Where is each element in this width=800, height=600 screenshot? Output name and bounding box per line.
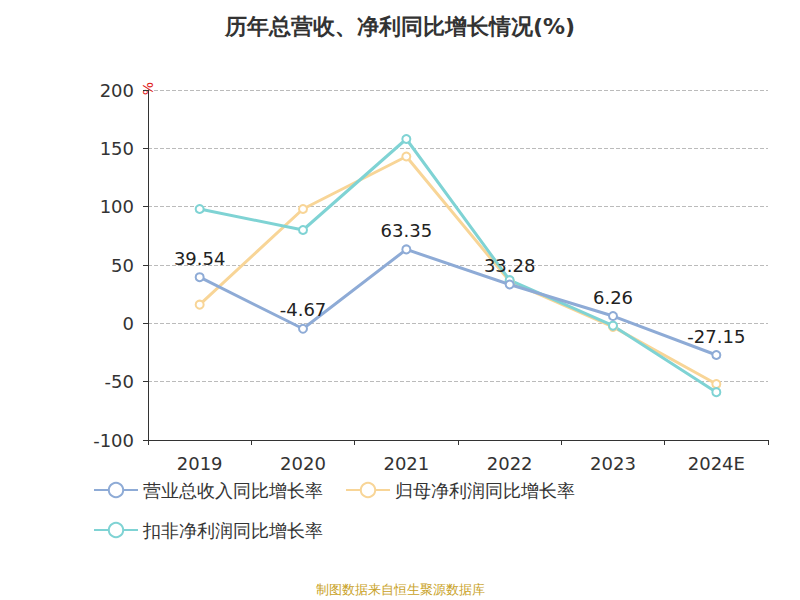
svg-text:-4.67: -4.67 (280, 299, 327, 320)
svg-text:100: 100 (100, 196, 134, 217)
svg-text:-50: -50 (105, 371, 134, 392)
svg-text:2022: 2022 (487, 453, 533, 474)
svg-text:2020: 2020 (280, 453, 326, 474)
svg-text:-100: -100 (93, 430, 134, 451)
svg-text:历年总营收、净利同比增长情况(%): 历年总营收、净利同比增长情况(%) (224, 14, 575, 39)
svg-text:2021: 2021 (383, 453, 429, 474)
svg-text:50: 50 (111, 255, 134, 276)
svg-text:200: 200 (100, 80, 134, 101)
svg-text:2024E: 2024E (688, 453, 745, 474)
svg-text:0: 0 (123, 313, 134, 334)
svg-text:归母净利润同比增长率: 归母净利润同比增长率 (395, 480, 575, 501)
svg-text:39.54: 39.54 (174, 248, 226, 269)
svg-text:150: 150 (100, 138, 134, 159)
svg-text:2019: 2019 (177, 453, 223, 474)
svg-text:2023: 2023 (590, 453, 636, 474)
svg-text:33.28: 33.28 (484, 255, 536, 276)
svg-text:制图数据来自恒生聚源数据库: 制图数据来自恒生聚源数据库 (316, 582, 485, 597)
svg-text:63.35: 63.35 (381, 220, 433, 241)
svg-text:-27.15: -27.15 (687, 326, 745, 347)
svg-text:扣非净利润同比增长率: 扣非净利润同比增长率 (142, 520, 323, 541)
svg-text:营业总收入同比增长率: 营业总收入同比增长率 (143, 480, 323, 501)
svg-text:6.26: 6.26 (593, 287, 633, 308)
